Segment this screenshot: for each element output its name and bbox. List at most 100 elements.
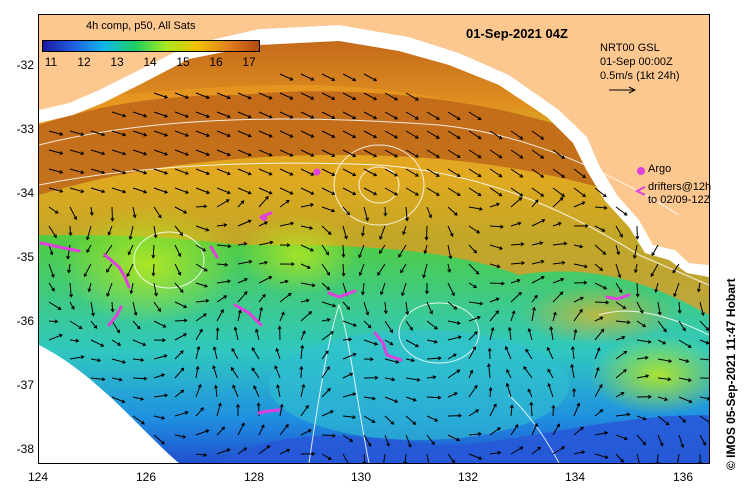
current-vector-head	[373, 134, 378, 139]
current-vector	[279, 92, 293, 100]
current-vector	[153, 301, 161, 312]
current-vector-head	[657, 311, 662, 316]
current-vector	[195, 187, 210, 194]
current-vector-head	[91, 312, 95, 317]
current-vector-head	[197, 383, 202, 388]
current-vector	[699, 434, 706, 446]
current-vector-head	[561, 446, 566, 450]
current-vector	[277, 385, 281, 398]
current-vector-head	[527, 388, 532, 393]
current-vector	[594, 316, 603, 322]
current-vector	[615, 320, 630, 323]
current-vector	[447, 263, 451, 273]
current-vector	[237, 243, 247, 246]
current-vector-head	[478, 456, 483, 460]
current-vector	[594, 347, 600, 360]
current-vector-head	[196, 345, 201, 350]
current-vector-head	[265, 195, 269, 200]
current-vector-head	[687, 378, 692, 382]
current-vector-head	[456, 437, 461, 442]
current-vector	[216, 309, 224, 322]
current-vector	[153, 282, 157, 296]
current-vector	[615, 453, 624, 463]
current-vector-head	[129, 290, 134, 295]
current-vector	[111, 396, 125, 403]
current-vector-head	[212, 365, 216, 370]
current-vector	[300, 345, 303, 360]
current-vector-head	[140, 357, 145, 362]
current-vector	[405, 168, 419, 177]
current-vector-head	[225, 199, 230, 203]
current-vector	[531, 149, 544, 159]
current-vector-head	[473, 284, 478, 289]
current-vector-head	[603, 285, 608, 290]
current-vector-head	[352, 77, 357, 82]
current-vector-head	[412, 421, 417, 426]
current-vector	[342, 244, 345, 257]
current-vector-head	[51, 287, 55, 292]
current-vector-head	[122, 132, 127, 137]
current-vector-head	[164, 113, 169, 118]
current-vector	[573, 201, 585, 208]
current-vector-head	[473, 249, 478, 254]
current-vector	[232, 385, 239, 398]
current-vector-head	[59, 189, 64, 193]
current-vector	[424, 244, 428, 254]
current-vector	[489, 282, 505, 285]
current-vector	[510, 149, 523, 159]
current-vector-head	[154, 292, 158, 297]
current-vector-head	[331, 153, 336, 157]
current-vector-head	[672, 269, 677, 274]
current-vector-head	[143, 376, 148, 381]
current-vector-head	[525, 348, 529, 353]
current-vector	[505, 346, 512, 360]
current-vector-head	[164, 151, 169, 156]
current-vector	[525, 349, 533, 360]
current-vector-head	[623, 350, 628, 355]
current-vector	[363, 187, 377, 196]
current-vector	[153, 187, 168, 194]
current-vector-head	[495, 297, 500, 302]
current-vector-head	[581, 201, 586, 205]
current-vector	[216, 111, 231, 118]
current-vector-head	[180, 367, 185, 372]
current-vector-head	[326, 286, 331, 291]
current-vector-head	[469, 369, 474, 374]
current-vector	[237, 130, 252, 137]
current-vector-head	[215, 327, 220, 331]
current-vector-head	[579, 244, 584, 249]
current-vector	[212, 365, 218, 379]
current-vector-head	[520, 242, 525, 247]
current-vector	[342, 263, 345, 276]
current-vector	[510, 168, 523, 178]
current-vector	[489, 263, 500, 268]
current-vector	[489, 403, 497, 417]
current-vector-head	[80, 170, 85, 175]
current-vector-head	[434, 418, 439, 422]
current-vector-head	[57, 306, 62, 310]
current-vector-head	[266, 445, 271, 449]
current-vector	[615, 350, 627, 360]
current-vector-head	[289, 153, 294, 157]
current-vector	[383, 453, 386, 463]
current-vector	[48, 244, 53, 255]
current-vector-head	[621, 335, 626, 340]
colorbar-tick-label: 11	[44, 55, 58, 69]
current-vector-head	[157, 214, 162, 219]
current-vector-head	[479, 207, 483, 211]
current-vector-head	[223, 295, 228, 299]
current-vector-head	[179, 350, 184, 354]
current-vector-head	[204, 267, 208, 272]
current-vector-head	[310, 172, 315, 176]
current-vector	[384, 92, 398, 101]
current-vector	[615, 282, 623, 293]
current-vector-head	[284, 279, 289, 284]
current-vector-head	[221, 426, 226, 431]
current-vector-head	[226, 152, 231, 157]
current-vector-head	[311, 451, 316, 456]
current-vector-head	[185, 95, 189, 99]
current-vector-head	[682, 327, 686, 332]
current-vector	[447, 187, 461, 196]
current-vector	[69, 339, 79, 342]
current-vector	[594, 225, 605, 232]
